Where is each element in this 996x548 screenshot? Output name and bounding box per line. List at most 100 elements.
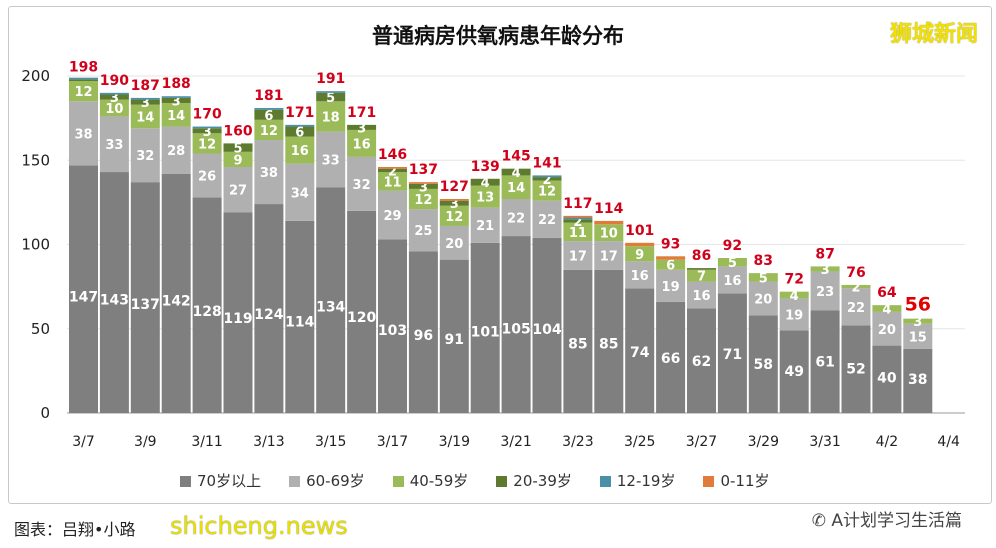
segment-label: 23 [816,285,834,300]
bar-segment [408,182,438,184]
bar-segment [408,188,438,210]
total-label: 127 [440,179,469,195]
wechat-name: A计划学习生活篇 [831,511,962,531]
segment-label: 11 [383,175,401,190]
bar-segment [656,259,686,270]
bar-segment [717,257,747,267]
legend-label: 0-11岁 [720,472,770,490]
segment-label: 16 [291,144,309,159]
segment-label: 16 [631,269,649,284]
legend-item: 70岁以上 [180,470,261,491]
segment-label: 14 [507,181,525,196]
bar-segment [439,259,469,413]
segment-label: 104 [532,322,561,338]
bar-segment [99,92,129,95]
segment-label: 12 [74,85,92,100]
y-tick-label: 50 [31,320,50,338]
bar-segment [69,77,98,80]
y-tick-label: 200 [21,67,50,85]
total-label: 145 [501,149,530,165]
bar-segment [285,163,315,221]
bar-segment [316,187,346,413]
bar-segment [439,200,469,206]
segment-label: 32 [353,178,371,193]
bar-segment [254,204,284,413]
total-label: 72 [784,272,803,288]
x-tick-label: 3/19 [439,434,470,450]
wechat-icon: ✆ [811,511,832,531]
segment-label: 4 [882,303,891,318]
bar-segment [408,209,438,252]
bar-segment [378,239,407,413]
segment-label: 16 [692,289,710,304]
segment-label: 19 [662,280,680,295]
segment-label: 120 [347,310,376,326]
x-tick-label: 3/11 [191,434,222,450]
bar-segment [69,81,98,102]
bar-segment [872,311,902,346]
bar-segment [687,281,716,309]
segment-label: 12 [260,124,278,139]
bar-segment [501,199,531,237]
bar-segment [347,129,377,157]
segment-label: 10 [600,227,618,242]
segment-label: 29 [383,209,401,224]
legend-swatch [180,476,191,487]
legend: 70岁以上 60-69岁 40-59岁 20-39岁 12-19岁 0-11岁 [180,470,770,491]
bar-segment [501,168,531,176]
segment-label: 12 [538,185,556,200]
segment-label: 16 [353,137,371,152]
bar-segment [378,168,407,173]
segment-label: 142 [162,293,191,309]
bar-segment [810,310,840,413]
segment-label: 3 [110,91,119,106]
x-tick-label: 3/25 [624,434,655,450]
segment-label: 18 [322,110,340,125]
legend-item: 60-69岁 [289,470,365,491]
legend-label: 40-59岁 [409,472,469,490]
bar-segment [748,273,778,282]
segment-label: 16 [723,274,741,289]
segment-label: 19 [785,308,803,323]
segment-label: 49 [784,364,803,380]
bar-segment [625,288,655,413]
bar-segment [316,101,346,132]
total-label: 76 [846,265,865,281]
watermark-site: shicheng.news [170,512,348,540]
bar-segment [687,308,716,413]
segment-label: 27 [229,184,247,199]
watermark-logo: 狮城新闻 [889,22,978,47]
segment-label: 17 [569,249,587,264]
segment-label: 5 [759,271,768,286]
segment-label: 12 [445,210,463,225]
segment-label: 9 [233,153,242,168]
bar-segment [439,225,469,260]
legend-swatch [496,476,508,487]
x-tick-label: 3/7 [72,434,95,450]
segment-label: 22 [538,213,556,228]
x-tick-label: 3/23 [562,434,593,450]
bar-segment [872,305,902,312]
segment-label: 33 [322,153,340,168]
segment-label: 5 [233,142,242,157]
total-label: 171 [347,105,376,121]
total-label: 139 [471,159,500,175]
x-tick-label: 3/13 [253,434,284,450]
bar-segment [347,210,377,413]
segment-label: 3 [357,121,366,136]
bar-segment [748,315,778,413]
legend-label: 12-19岁 [616,472,676,490]
segment-label: 2 [851,281,860,296]
total-label: 190 [100,73,129,89]
bar-segment [563,217,593,220]
bar-segment [378,190,407,240]
x-tick-label: 4/2 [876,434,899,450]
bar-segment [99,116,129,173]
wechat-account: ✆ A计划学习生活篇 [812,506,962,531]
legend-swatch [703,476,715,487]
bar-segment [316,92,346,102]
bar-segment [192,126,222,129]
segment-label: 10 [105,102,123,117]
segment-label: 6 [264,109,273,124]
